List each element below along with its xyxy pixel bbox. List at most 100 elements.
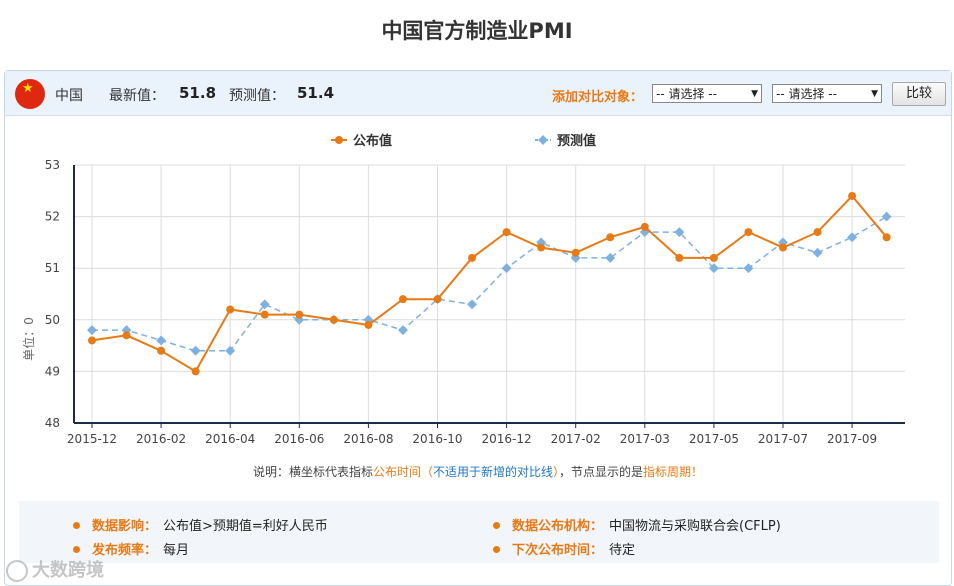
latest-value: 51.8: [179, 84, 217, 102]
y-tick-label: 48: [45, 416, 60, 430]
note-not-applicable: 不适用于新增的对比线: [432, 465, 553, 479]
data-point-forecast: [743, 263, 754, 274]
y-tick-label: 51: [45, 261, 60, 275]
data-point-published: [709, 253, 718, 262]
compare-select-1-value: -- 请选择 --: [656, 87, 717, 101]
data-point-forecast: [190, 345, 201, 356]
legend-marker-published: [335, 136, 343, 144]
chart-grid: [73, 164, 905, 424]
frequency-value: 每月: [163, 543, 190, 558]
data-point-forecast: [156, 335, 167, 346]
data-point-published: [88, 336, 96, 345]
page-title: 中国官方制造业PMI: [381, 19, 573, 43]
data-point-published: [226, 305, 235, 314]
country-name: 中国: [55, 88, 83, 104]
compare-select-2[interactable]: -- 请选择 -- ▼: [772, 84, 882, 103]
data-point-published: [191, 367, 200, 376]
y-tick-label: 53: [45, 158, 60, 172]
note-publish-time: 公布时间: [372, 465, 421, 479]
chart-legend: 公布值 预测值: [331, 133, 596, 149]
info-next-release: 下次公布时间： 待定: [493, 539, 635, 558]
data-point-published: [813, 228, 822, 237]
note-mid: ，节点显示的是: [559, 465, 644, 479]
x-tick-label: 2016-10: [412, 432, 462, 446]
data-point-published: [744, 228, 753, 237]
data-point-published: [295, 310, 304, 319]
bullet-icon: [493, 546, 500, 553]
data-point-forecast: [847, 232, 858, 243]
china-flag-icon: ★: [15, 79, 45, 109]
watermark-text: 大数跨境: [32, 560, 104, 581]
watermark-logo-icon: [6, 560, 28, 582]
note-paren-open: （: [420, 465, 433, 479]
info-box: 数据影响： 公布值>预期值=利好人民币 数据公布机构： 中国物流与采购联合会(CFL…: [19, 501, 939, 563]
latest-value-label: 最新值：: [109, 88, 165, 104]
data-point-published: [606, 233, 615, 242]
data-point-published: [398, 295, 407, 304]
data-point-published: [882, 233, 891, 242]
pmi-line-chart: 公布值 预测值 53 52 51 50 49 48 2015-12 2016-02 2016-0…: [21, 133, 905, 446]
note-prefix: 说明：横坐标代表指标: [252, 465, 373, 479]
bullet-icon: [73, 546, 80, 553]
compare-select-1[interactable]: -- 请选择 -- ▼: [652, 84, 762, 103]
data-point-published: [537, 243, 546, 252]
x-tick-label: 2016-08: [343, 432, 393, 446]
x-tick-label: 2015-12: [67, 432, 117, 446]
compare-label: 添加对比对象：: [552, 90, 644, 105]
y-tick-label: 52: [45, 210, 60, 224]
y-axis-ticks: 53 52 51 50 49 48: [45, 158, 60, 430]
frequency-label: 发布频率：: [92, 543, 158, 558]
data-point-published: [433, 295, 442, 304]
note-paren-close: ）: [553, 465, 560, 479]
data-point-published: [571, 248, 580, 257]
x-axis-ticks: 2015-12 2016-02 2016-04 2016-06 2016-08 2016-…: [67, 423, 877, 446]
data-point-forecast: [501, 263, 512, 274]
data-point-published: [468, 253, 477, 262]
data-point-published: [364, 320, 373, 329]
x-tick-label: 2017-07: [758, 432, 808, 446]
legend-label: 公布值: [353, 133, 392, 149]
x-tick-label: 2017-09: [827, 432, 877, 446]
bullet-icon: [73, 522, 80, 529]
compare-button[interactable]: 比较: [892, 82, 946, 106]
note-period: 指标周期: [643, 465, 692, 479]
compare-select-2-value: -- 请选择 --: [776, 87, 837, 101]
info-impact: 数据影响： 公布值>预期值=利好人民币: [73, 515, 328, 534]
data-point-published: [779, 243, 787, 252]
data-point-published: [675, 253, 684, 262]
x-tick-label: 2016-12: [482, 432, 532, 446]
impact-value: 公布值>预期值=利好人民币: [163, 519, 328, 534]
data-point-published: [329, 315, 338, 324]
legend-label: 预测值: [557, 133, 596, 149]
x-tick-label: 2017-02: [551, 432, 601, 446]
chart-series: [87, 191, 892, 376]
info-frequency: 发布频率： 每月: [73, 539, 189, 558]
dropdown-arrow-icon: ▼: [871, 89, 878, 99]
data-point-published: [502, 228, 511, 237]
y-tick-label: 50: [45, 313, 60, 327]
x-tick-label: 2017-03: [620, 432, 670, 446]
x-tick-label: 2016-04: [205, 432, 255, 446]
data-point-forecast: [812, 247, 823, 258]
x-tick-label: 2017-05: [689, 432, 739, 446]
y-axis-label: 单位：0: [21, 317, 36, 361]
dropdown-arrow-icon: ▼: [751, 89, 758, 99]
impact-label: 数据影响：: [92, 519, 158, 534]
series-line-forecast: [92, 215, 887, 352]
data-point-forecast: [225, 345, 236, 356]
x-tick-label: 2016-06: [274, 432, 324, 446]
indicator-panel: ★ 中国 最新值： 51.8 预测值： 51.4 添加对比对象： -- 请选择 …: [4, 70, 952, 586]
data-point-forecast: [87, 325, 97, 336]
data-point-forecast: [881, 211, 892, 222]
data-point-forecast: [708, 263, 719, 274]
panel-header: ★ 中国 最新值： 51.8 预测值： 51.4 添加对比对象： -- 请选择 …: [5, 71, 951, 116]
data-point-forecast: [605, 252, 616, 263]
agency-value: 中国物流与采购联合会(CFLP): [609, 519, 781, 534]
data-point-published: [640, 222, 649, 231]
bullet-icon: [493, 522, 500, 529]
chart-note: 说明：横坐标代表指标公布时间（不适用于新增的对比线），节点显示的是指标周期！: [5, 463, 951, 480]
data-point-forecast: [467, 299, 477, 310]
next-release-label: 下次公布时间：: [512, 543, 604, 558]
data-point-forecast: [674, 227, 685, 238]
data-point-published: [260, 310, 269, 319]
